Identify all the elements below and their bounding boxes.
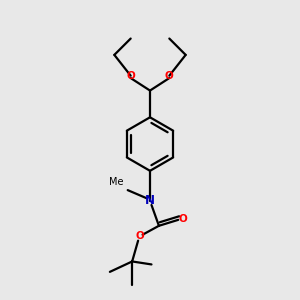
Text: O: O — [126, 71, 135, 81]
Text: N: N — [145, 194, 155, 207]
Text: O: O — [165, 71, 174, 81]
Text: Me: Me — [109, 177, 123, 187]
Text: O: O — [178, 214, 187, 224]
Text: O: O — [135, 231, 144, 241]
